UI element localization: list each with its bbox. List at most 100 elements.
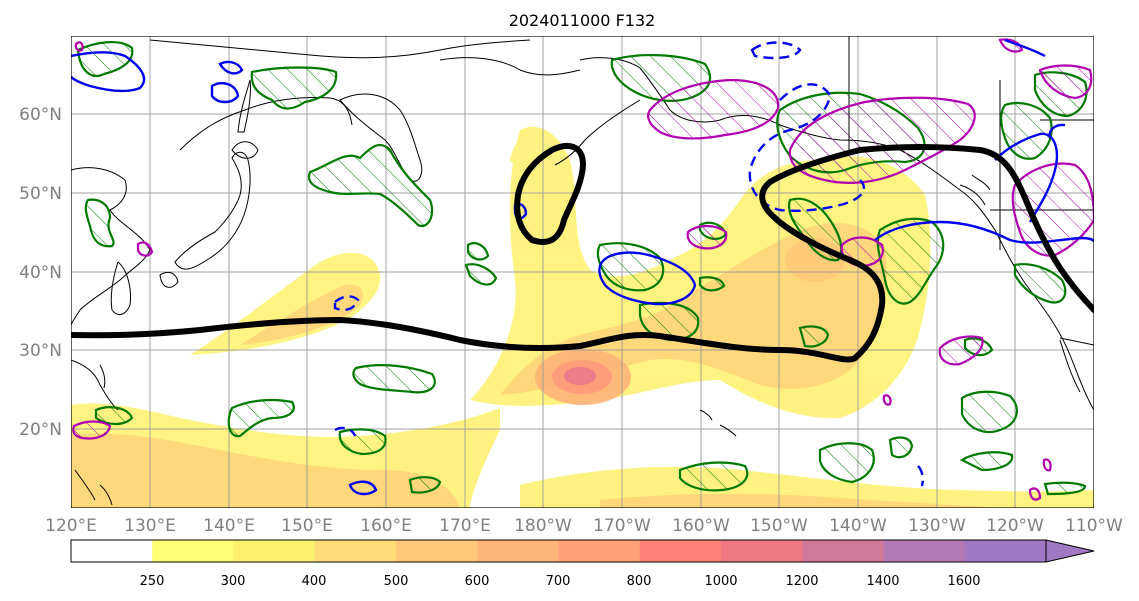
- green-contour: [1043, 481, 1087, 496]
- blue-contours: [71, 38, 1094, 496]
- shaded-peak-center: [564, 367, 596, 385]
- colorbar-cells: [71, 540, 1047, 562]
- lon-tick-label: 170°W: [593, 516, 651, 536]
- lon-tick-label: 120°W: [986, 516, 1044, 536]
- shaded-region-kuroshio: [190, 252, 381, 355]
- green-contour: [76, 41, 134, 77]
- shaded-mid-west-tropics: [71, 433, 460, 508]
- blue-contour: [598, 251, 697, 306]
- map-title: 2024011000 F132: [509, 11, 656, 30]
- blue-dashed-contour: [917, 465, 924, 487]
- green-contour: [250, 66, 338, 110]
- blue-contour: [210, 82, 240, 104]
- blue-contour: [994, 132, 1059, 223]
- green-contour: [876, 217, 945, 305]
- magenta-contour: [136, 241, 154, 257]
- coastline-baja: [1059, 339, 1081, 393]
- colorbar-cell: [558, 540, 641, 562]
- colorbar-label: 250: [140, 574, 165, 589]
- colorbar-label: 1200: [785, 574, 818, 589]
- magenta-contour: [1042, 458, 1052, 472]
- blue-contour: [1048, 123, 1066, 139]
- colorbar-label: 500: [384, 574, 409, 589]
- green-contour: [818, 442, 875, 484]
- green-contour: [84, 198, 115, 248]
- lon-tick-label: 130°W: [908, 516, 966, 536]
- green-contour: [798, 325, 830, 348]
- magenta-contours: [72, 38, 1094, 501]
- lon-tick-label: 140°W: [829, 516, 887, 536]
- colorbar-cell: [639, 540, 722, 562]
- green-contour: [307, 143, 434, 228]
- colorbar-label: 800: [627, 574, 652, 589]
- coastline-chukotka: [439, 57, 581, 76]
- blue-contour: [71, 51, 146, 93]
- colorbar-cell: [477, 540, 559, 562]
- jet-line-loop: [514, 142, 586, 245]
- blue-dashed-contour: [748, 83, 866, 212]
- lat-tick-label: 20°N: [19, 420, 62, 440]
- green-contour: [959, 451, 1014, 472]
- lat-tick-label: 40°N: [19, 263, 62, 283]
- lon-tick-label: 150°E: [281, 516, 333, 536]
- coastline-korea: [110, 261, 131, 316]
- green-contour: [678, 461, 749, 492]
- colorbar-label: 600: [465, 574, 490, 589]
- lon-tick-label: 180°W: [514, 516, 572, 536]
- shaded-mid-kuroshio: [240, 284, 364, 345]
- green-contour: [466, 242, 490, 261]
- magenta-contour: [882, 394, 892, 406]
- green-contour: [227, 398, 295, 438]
- coastline-north-america: [899, 149, 1094, 411]
- green-contour: [960, 390, 1018, 434]
- magenta-contour: [788, 96, 976, 184]
- colorbar-cell: [964, 540, 1047, 562]
- magenta-contour: [74, 41, 84, 52]
- colorbar-cell: [152, 540, 234, 562]
- colorbar-cell: [883, 540, 966, 562]
- coastline-kyushu: [159, 271, 179, 288]
- colorbar-label: 1400: [866, 574, 899, 589]
- green-contour: [638, 301, 700, 342]
- lon-tick-label: 160°W: [672, 516, 730, 536]
- blue-dashed-contour: [333, 295, 360, 312]
- magenta-contour: [647, 78, 780, 140]
- coastline-bc-islands: [959, 174, 991, 206]
- coastline-hawaii: [699, 409, 737, 437]
- coastline-hokkaido: [231, 141, 259, 159]
- colorbar-extend-arrow: [1045, 539, 1095, 563]
- colorbar-cell: [802, 540, 884, 562]
- magenta-contour: [72, 420, 112, 440]
- green-contour: [1013, 263, 1067, 304]
- colorbar-cell: [396, 540, 478, 562]
- lon-tick-label: 160°E: [360, 516, 412, 536]
- blue-dashed-contour: [334, 426, 357, 437]
- coastline-kamchatka: [339, 93, 423, 182]
- magenta-contour: [686, 224, 728, 250]
- blue-contour: [874, 220, 1094, 244]
- colorbar-frame: [70, 539, 1047, 563]
- blue-dashed-contour: [750, 41, 802, 60]
- blue-contour: [348, 480, 378, 496]
- colorbar-labels: 250 300 400 500 600 700 800 1000 1200 14…: [140, 574, 981, 589]
- shaded-mid-south: [600, 493, 1000, 508]
- coastline-alaska-peninsula: [554, 99, 641, 166]
- lon-tick-label: 170°E: [439, 516, 491, 536]
- lat-tick-label: 60°N: [19, 105, 62, 125]
- coastline-sakhalin: [237, 79, 251, 133]
- blue-contour: [1004, 38, 1046, 58]
- coastline-taiwan: [99, 364, 106, 389]
- border-us-mexico: [1059, 337, 1094, 346]
- colorbar-cell: [71, 540, 153, 562]
- lon-tick-label: 140°E: [203, 516, 255, 536]
- green-contour: [698, 276, 726, 292]
- green-contour: [888, 436, 914, 459]
- map-panel: [71, 36, 1094, 508]
- colorbar-label: 400: [302, 574, 327, 589]
- lon-tick-label: 110°W: [1065, 516, 1123, 536]
- colorbar-cell: [721, 540, 803, 562]
- coastline-philippines: [74, 469, 113, 506]
- magenta-contour: [1028, 487, 1042, 501]
- lat-tick-label: 50°N: [19, 184, 62, 204]
